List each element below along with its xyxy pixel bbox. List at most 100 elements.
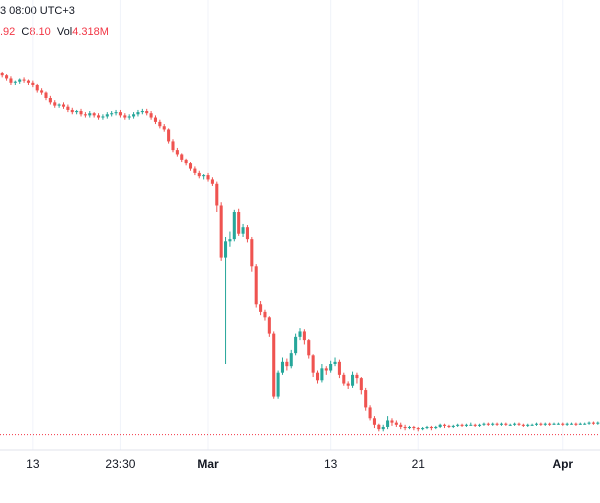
candle-body [118,112,122,116]
candle-body [329,364,333,371]
candle [390,418,394,426]
candle-body [206,175,210,180]
candle-body [228,239,232,242]
candle [48,95,52,105]
candle-body [35,84,39,91]
candle-body [66,106,70,110]
candle [83,112,87,118]
candle-body [407,426,412,429]
candle [513,422,517,426]
candle-body [543,423,547,425]
candle-body [92,113,96,116]
candle-body [578,423,582,425]
candle-body [333,361,337,364]
candle-body [149,113,153,118]
candle [70,107,74,115]
candle [171,139,175,153]
candle [162,124,166,132]
candle-body [241,227,245,234]
candle [75,109,79,115]
candle [346,381,350,389]
candle [114,109,118,116]
candle-body [390,420,394,423]
candle [184,158,188,166]
candle-body [320,368,324,381]
candle-body [127,116,131,118]
x-tick-label: Mar [197,457,219,471]
candle [219,202,223,261]
candle-body [372,418,376,425]
candle-body [250,239,254,267]
candle-body [184,159,188,164]
candle-body [381,426,385,430]
candle-body [521,424,525,426]
candle-body [123,115,127,118]
candle [596,421,600,425]
candle-body [368,407,372,419]
candle [526,423,530,427]
candle-body [171,141,175,151]
candle-body [136,112,140,115]
candle-body [596,422,600,424]
candle-body [263,311,267,318]
candle-body [57,104,61,106]
candle [381,424,385,432]
candle [556,422,560,425]
candle-body [22,79,26,81]
candle-body [346,383,350,386]
candle-body [237,212,241,234]
candle [9,76,13,85]
candle [364,387,368,411]
candle [215,181,219,212]
candle-body [359,378,363,391]
candle-body [513,423,517,425]
candle [140,108,144,115]
candle [486,422,490,426]
candle [175,147,179,157]
candles-group [0,71,600,432]
candle-body [394,422,398,425]
candle [403,424,407,431]
candle [552,422,556,425]
candle [570,422,574,425]
candle [368,405,372,421]
candle [232,209,236,242]
candle-body [153,117,158,122]
candle-body [219,205,223,258]
candle [206,172,210,182]
symbol-interval-label: 3 08:00 UTC+3 [0,5,75,17]
candle-body [48,98,52,103]
candle [473,423,477,427]
candle [136,109,140,117]
candle-body [276,372,280,397]
candle [320,364,324,383]
candle-body [460,424,464,426]
candle [193,166,197,176]
candle [88,111,92,118]
candle [123,113,127,120]
x-tick-label: 13 [26,457,40,471]
candle [591,421,595,425]
candle-body [469,424,473,426]
candle-body [534,423,539,425]
candle-body [105,114,109,117]
candle [491,422,495,426]
candle-body [245,227,249,240]
candle [464,423,468,427]
candle-body [495,423,499,425]
x-tick-label: Apr [552,457,573,471]
candle-body [79,111,83,115]
candle [447,424,451,429]
candle-body [583,423,587,425]
candle [267,316,271,337]
candle [583,422,587,425]
candle [298,328,302,341]
candle-body [210,179,214,184]
candle [272,331,276,399]
candle-body [429,426,433,429]
candle [149,111,153,120]
candle-body [421,428,425,430]
candle-body [447,425,451,427]
candle-body [167,129,171,142]
